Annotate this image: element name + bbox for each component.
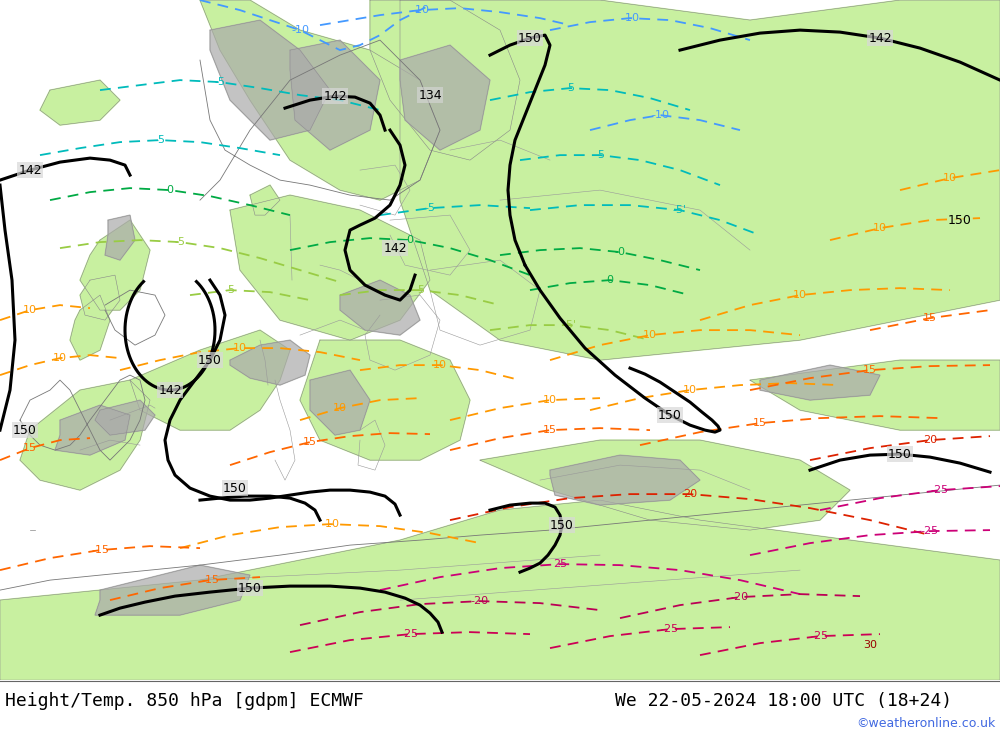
Polygon shape	[760, 365, 880, 400]
Text: 10: 10	[233, 343, 247, 353]
Polygon shape	[105, 215, 135, 260]
Text: -10: -10	[321, 519, 339, 529]
Text: 15: 15	[863, 365, 877, 375]
Polygon shape	[20, 380, 150, 490]
Text: 0: 0	[166, 185, 174, 195]
Polygon shape	[550, 455, 700, 505]
Text: -5: -5	[224, 285, 236, 295]
Text: 10: 10	[23, 305, 37, 315]
Polygon shape	[95, 400, 155, 435]
Polygon shape	[230, 195, 430, 340]
Text: 142: 142	[158, 383, 182, 397]
Text: -25: -25	[401, 629, 419, 639]
Text: 15: 15	[923, 313, 937, 323]
Text: 150: 150	[550, 519, 574, 531]
Polygon shape	[480, 440, 850, 530]
Polygon shape	[55, 405, 130, 455]
Text: 10: 10	[333, 403, 347, 413]
Text: 25: 25	[553, 559, 567, 569]
Polygon shape	[40, 80, 120, 125]
Text: 10: 10	[433, 360, 447, 370]
Text: -15: -15	[201, 575, 219, 585]
Text: 142: 142	[383, 242, 407, 254]
Text: -5: -5	[214, 77, 226, 87]
Text: 150: 150	[888, 448, 912, 460]
Text: -25: -25	[811, 631, 829, 641]
Text: 0: 0	[606, 275, 614, 285]
Polygon shape	[0, 500, 1000, 680]
Text: -10: -10	[621, 13, 639, 23]
Text: 150: 150	[198, 353, 222, 366]
Polygon shape	[210, 20, 330, 140]
Text: 150: 150	[658, 408, 682, 421]
Text: -5: -5	[175, 237, 186, 247]
Text: -20: -20	[471, 596, 489, 606]
Text: -0: -0	[614, 247, 626, 257]
Polygon shape	[230, 340, 310, 385]
Text: -25: -25	[921, 526, 939, 536]
Text: 134: 134	[418, 89, 442, 102]
Text: 10: 10	[53, 353, 67, 363]
Polygon shape	[290, 40, 380, 150]
Text: -10: -10	[411, 5, 429, 15]
Text: 20: 20	[923, 435, 937, 445]
Polygon shape	[130, 330, 290, 430]
Text: We 22-05-2024 18:00 UTC (18+24): We 22-05-2024 18:00 UTC (18+24)	[615, 693, 952, 710]
Text: 150: 150	[518, 32, 542, 45]
Polygon shape	[300, 340, 470, 460]
Text: 30: 30	[863, 640, 877, 650]
Text: ©weatheronline.co.uk: ©weatheronline.co.uk	[856, 717, 995, 730]
Text: 150: 150	[238, 581, 262, 594]
Text: -5: -5	[594, 150, 606, 160]
Text: -5: -5	[424, 203, 436, 213]
Polygon shape	[400, 0, 1000, 360]
Text: -15: -15	[91, 545, 109, 555]
Text: -25: -25	[931, 485, 949, 495]
Polygon shape	[340, 280, 420, 335]
Text: 15: 15	[543, 425, 557, 435]
Polygon shape	[80, 275, 120, 320]
Text: -25: -25	[661, 624, 679, 634]
Polygon shape	[310, 370, 370, 435]
Text: 0: 0	[406, 235, 414, 245]
Text: 10: 10	[643, 330, 657, 340]
Text: -20: -20	[731, 592, 749, 602]
Text: 150: 150	[948, 213, 972, 226]
Text: 150: 150	[13, 424, 37, 437]
Text: 142: 142	[18, 163, 42, 177]
Text: 10: 10	[873, 223, 887, 233]
Text: 10: 10	[543, 395, 557, 405]
Text: -5: -5	[154, 135, 166, 145]
Text: 20: 20	[683, 489, 697, 499]
Polygon shape	[750, 360, 1000, 430]
Text: 10: 10	[793, 290, 807, 300]
Text: -10: -10	[291, 25, 309, 35]
Polygon shape	[70, 295, 110, 360]
Text: 15: 15	[303, 437, 317, 447]
Polygon shape	[370, 0, 520, 160]
Polygon shape	[80, 220, 150, 310]
Text: 150: 150	[223, 482, 247, 495]
Text: 142: 142	[323, 89, 347, 103]
Text: -10: -10	[651, 110, 669, 120]
Text: 142: 142	[868, 32, 892, 45]
Text: 15: 15	[23, 443, 37, 453]
Text: 15: 15	[753, 418, 767, 428]
Text: -5: -5	[415, 285, 426, 295]
Text: 10: 10	[683, 385, 697, 395]
Polygon shape	[95, 565, 250, 615]
Text: -5': -5'	[563, 320, 577, 330]
Polygon shape	[250, 185, 280, 215]
Text: -5: -5	[564, 83, 576, 93]
Polygon shape	[200, 0, 440, 200]
Text: -5': -5'	[673, 205, 687, 215]
Polygon shape	[400, 45, 490, 150]
Text: Height/Temp. 850 hPa [gdpm] ECMWF: Height/Temp. 850 hPa [gdpm] ECMWF	[5, 693, 364, 710]
Text: 10: 10	[943, 173, 957, 183]
